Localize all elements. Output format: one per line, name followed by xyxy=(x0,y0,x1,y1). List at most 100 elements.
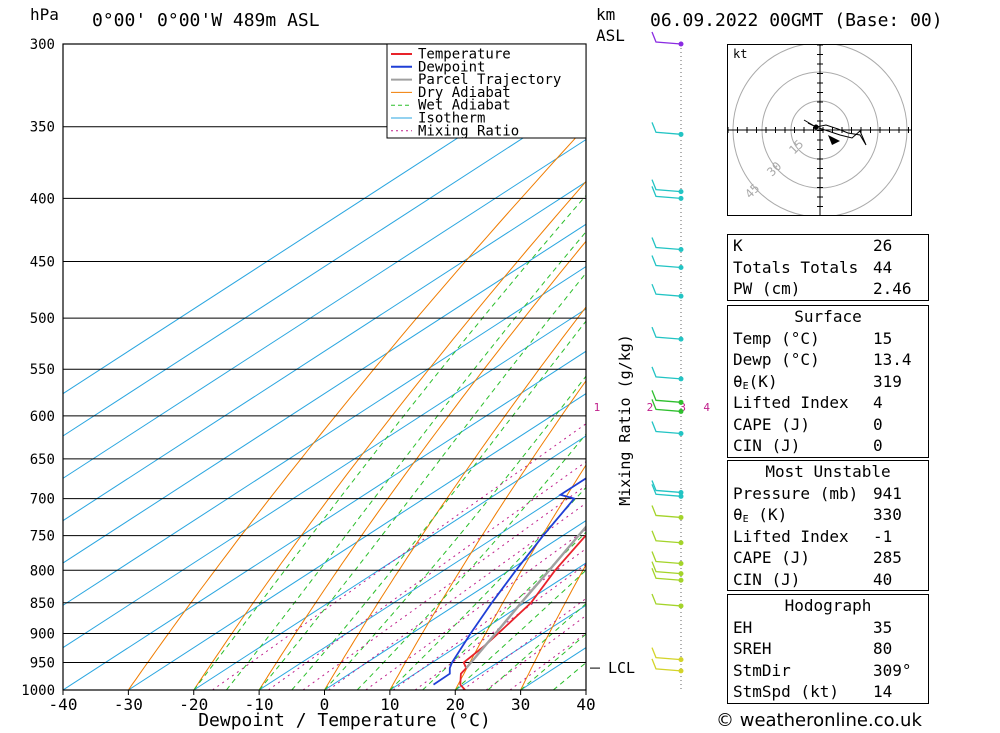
row-label-suffix: (K) xyxy=(748,371,778,391)
row-label-subscript: E xyxy=(742,380,749,392)
table-title: Surface xyxy=(794,307,862,326)
wind-barb xyxy=(651,186,682,200)
table-row: SREH 80 xyxy=(728,638,928,660)
pressure-tick-label: 900 xyxy=(30,626,55,642)
hodograph-unit: kt xyxy=(733,47,747,61)
row-value: 44 xyxy=(873,257,893,277)
pressure-tick-label: 1000 xyxy=(21,683,55,699)
row-value: -1 xyxy=(873,526,893,546)
x-tick-label: 20 xyxy=(446,695,465,714)
table-row: StmDir 309° xyxy=(728,660,928,682)
dry-adiabat-line xyxy=(127,125,586,690)
table-row: θE(K) 319 xyxy=(728,371,928,393)
row-value: 319 xyxy=(873,371,902,391)
wet-adiabat-line xyxy=(389,486,586,690)
location-label: 0°00' 0°00'W 489m ASL xyxy=(92,10,320,31)
mixing-ratio-label: 3 xyxy=(679,401,686,414)
row-value: 330 xyxy=(873,505,902,524)
legend-entry: Mixing Ratio xyxy=(418,123,519,139)
hodograph-trace xyxy=(803,119,867,146)
x-tick-label: -40 xyxy=(49,695,78,714)
wind-barb xyxy=(651,237,682,251)
row-label: SREH xyxy=(733,639,772,658)
isotherm-line xyxy=(63,54,586,395)
x-tick-label: 40 xyxy=(576,695,595,714)
temperature-line xyxy=(459,533,586,690)
wind-barb xyxy=(651,390,682,403)
table-row: Pressure (mb) 941 xyxy=(728,483,928,505)
pressure-tick-label: 600 xyxy=(30,409,55,425)
mixing-ratio-label: 4 xyxy=(703,401,710,414)
pressure-tick-label: 500 xyxy=(30,311,55,327)
row-label: K xyxy=(733,236,743,255)
pressure-tick-label: 950 xyxy=(30,655,55,671)
row-value: 0 xyxy=(873,414,883,434)
wind-barb xyxy=(651,593,682,607)
row-label: Totals Totals xyxy=(733,257,859,277)
pressure-tick-label: 350 xyxy=(30,120,55,136)
wind-barb xyxy=(651,658,682,672)
row-label: Lifted Index xyxy=(733,393,849,412)
mixing-ratio-label: 1 xyxy=(594,401,601,414)
table-row: EH 35 xyxy=(728,617,928,639)
mixing-ratio-line xyxy=(268,461,586,690)
dry-adiabat-line xyxy=(978,44,1000,690)
x-tick-label: -20 xyxy=(179,695,208,714)
row-value: 941 xyxy=(873,483,902,503)
isotherm-line xyxy=(389,562,586,690)
pressure-tick-label: 650 xyxy=(30,452,55,468)
row-label: EH xyxy=(733,617,753,637)
isotherm-line xyxy=(193,435,586,690)
wind-barb xyxy=(651,255,682,269)
legend-box xyxy=(386,43,587,139)
table-row: CIN (J) 40 xyxy=(728,569,928,591)
table-row: CIN (J) 0 xyxy=(728,435,928,457)
pressure-tick-label: 400 xyxy=(30,191,55,207)
surface-table: Surface Temp (°C) 15 Dewp (°C) 13.4 θE(K) 319 L… xyxy=(727,305,929,458)
row-label: CAPE (J) xyxy=(733,414,811,434)
wind-barb xyxy=(651,366,682,380)
mixing-ratio-line xyxy=(509,632,586,690)
pressure-unit: hPa xyxy=(30,5,59,24)
row-value: 40 xyxy=(873,569,893,589)
row-label-subscript: E xyxy=(742,514,749,525)
row-value: 13.4 xyxy=(873,350,912,369)
wet-adiabat-line xyxy=(226,231,586,690)
isotherm-line xyxy=(63,350,586,690)
table-row: PW (cm) 2.46 xyxy=(728,278,928,300)
pressure-tick-label: 700 xyxy=(30,492,55,508)
wind-barb xyxy=(651,283,682,297)
x-tick-label: 0 xyxy=(320,695,330,714)
row-label: Dewp (°C) xyxy=(733,350,820,369)
table-row: Dewp (°C) 13.4 xyxy=(728,349,928,371)
row-value: 2.46 xyxy=(873,279,912,298)
row-label: StmDir xyxy=(733,660,791,680)
mixing-ratio-line xyxy=(328,502,586,690)
wet-adiabat-line xyxy=(258,272,586,690)
hodograph-ring-label: 45 xyxy=(742,181,762,201)
row-value: 80 xyxy=(873,639,893,658)
lcl-label: LCL xyxy=(608,659,635,677)
row-label: Temp (°C) xyxy=(733,328,820,348)
indices-table: K 26 Totals Totals 44 PW (cm) 2.46 xyxy=(727,234,929,301)
x-tick-label: -30 xyxy=(114,695,143,714)
mixing-ratio-axis-label: Mixing Ratio (g/kg) xyxy=(616,334,634,506)
wind-barb xyxy=(651,31,682,45)
wind-barb xyxy=(651,399,682,413)
hodograph-ring-label: 30 xyxy=(764,159,784,179)
mixing-ratio-line xyxy=(485,614,586,690)
legend-entry: Wet Adiabat xyxy=(418,98,511,114)
isotherm-line xyxy=(63,181,586,522)
row-value: 309° xyxy=(873,660,912,680)
row-label: StmSpd (kt) xyxy=(733,682,839,701)
row-value: 14 xyxy=(873,682,893,701)
isotherm-line xyxy=(324,520,586,690)
wet-adiabat-line xyxy=(193,194,586,690)
row-label: θE (K) xyxy=(733,504,787,531)
x-tick-label: 30 xyxy=(511,695,530,714)
isotherm-line xyxy=(258,477,586,690)
row-value: 285 xyxy=(873,548,902,567)
row-value: 35 xyxy=(873,617,893,637)
dry-adiabat-line xyxy=(454,464,586,690)
row-value: 4 xyxy=(873,393,883,412)
